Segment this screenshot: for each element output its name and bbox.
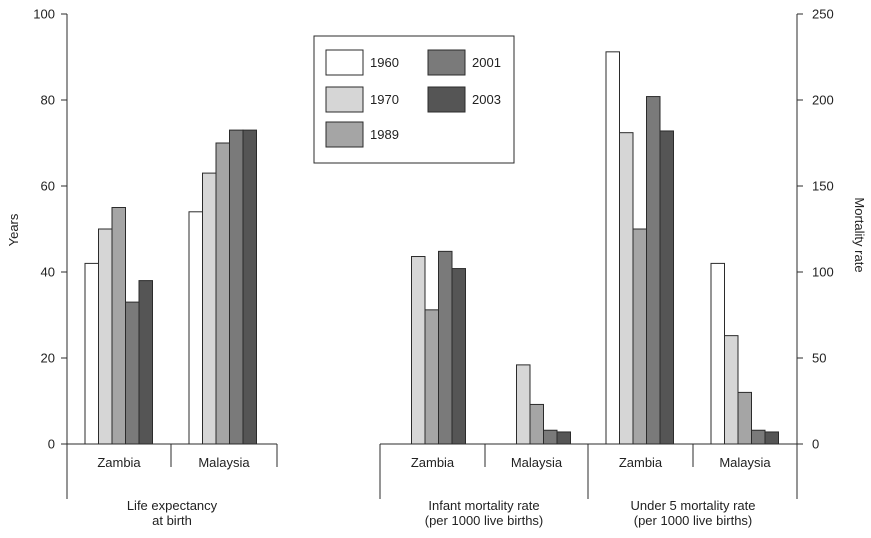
group-label: (per 1000 live births) (425, 513, 544, 528)
group-label: (per 1000 live births) (634, 513, 753, 528)
bar (229, 129, 244, 445)
legend-label: 2001 (472, 55, 501, 70)
left-axis-tick-label: 80 (41, 93, 55, 108)
bar (84, 262, 99, 445)
category-label: Zambia (97, 455, 141, 470)
bar (438, 250, 453, 445)
bar (242, 129, 257, 445)
bar (529, 403, 544, 445)
bar (710, 262, 725, 445)
bar (632, 228, 647, 445)
right-axis-tick-label: 0 (812, 437, 819, 452)
legend-label: 1989 (370, 127, 399, 142)
bar (605, 51, 620, 445)
bar (646, 96, 661, 445)
bar (516, 364, 531, 445)
group-label: Under 5 mortality rate (631, 498, 756, 513)
category-label: Malaysia (719, 455, 771, 470)
legend-label: 2003 (472, 92, 501, 107)
left-axis-title: Years (6, 213, 21, 246)
group-label: at birth (152, 513, 192, 528)
bar (764, 431, 779, 445)
bar (138, 280, 153, 445)
right-axis-tick-label: 100 (812, 265, 834, 280)
left-axis-tick-label: 100 (33, 7, 55, 22)
legend-label: 1970 (370, 92, 399, 107)
category-label: Zambia (619, 455, 663, 470)
bar (659, 130, 674, 445)
left-axis-tick-label: 60 (41, 179, 55, 194)
bar (188, 211, 203, 445)
bar (202, 172, 217, 445)
legend-label: 1960 (370, 55, 399, 70)
bar (215, 142, 230, 445)
left-axis-tick-label: 20 (41, 351, 55, 366)
bar (125, 301, 140, 445)
bar (556, 431, 571, 445)
legend-swatch (325, 121, 364, 148)
category-label: Malaysia (511, 455, 563, 470)
bar (724, 335, 739, 445)
group-label: Life expectancy (127, 498, 218, 513)
bar (411, 256, 426, 445)
right-axis-tick-label: 250 (812, 7, 834, 22)
bar (751, 429, 766, 445)
bar (424, 309, 439, 445)
legend-swatch (325, 49, 364, 76)
bar (543, 429, 558, 445)
group-label: Infant mortality rate (428, 498, 539, 513)
legend-swatch (427, 86, 466, 113)
bar (451, 268, 466, 445)
legend-swatch (325, 86, 364, 113)
right-axis-title: Mortality rate (852, 197, 867, 272)
left-axis-tick-label: 40 (41, 265, 55, 280)
right-axis-tick-label: 150 (812, 179, 834, 194)
category-label: Malaysia (198, 455, 250, 470)
bar (98, 228, 113, 445)
left-axis-tick-label: 0 (48, 437, 55, 452)
bar (619, 132, 634, 445)
bar (111, 207, 126, 445)
bar (737, 391, 752, 445)
right-axis-tick-label: 200 (812, 93, 834, 108)
right-axis-tick-label: 50 (812, 351, 826, 366)
category-label: Zambia (411, 455, 455, 470)
legend-swatch (427, 49, 466, 76)
